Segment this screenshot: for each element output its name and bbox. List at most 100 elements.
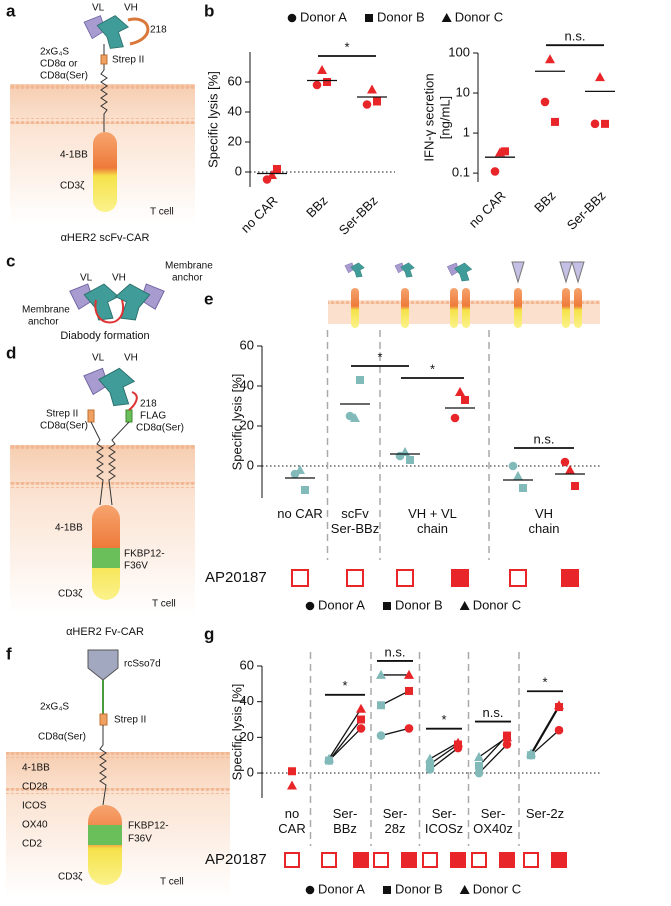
y-axis-title: IFN-γ secretion [421, 73, 436, 161]
icon [344, 262, 365, 278]
label: Membrane [22, 305, 70, 316]
label: CD8α(Ser) [38, 732, 86, 743]
point [362, 100, 372, 109]
legend-label: Donor A [318, 597, 365, 612]
bracket-label: * [542, 675, 547, 690]
y-axis-title: Specific lysis [%] [205, 71, 220, 168]
linker [90, 421, 130, 506]
point [595, 72, 605, 82]
label: F36V [128, 834, 152, 845]
label: VH [112, 273, 126, 284]
switch-domain [88, 825, 122, 845]
label: T cell [150, 207, 174, 218]
point [317, 65, 327, 74]
x-tick-label: no CAR [278, 806, 306, 836]
label: ICOS [22, 801, 47, 812]
y-tick-label: 100 [448, 44, 470, 59]
linker [99, 725, 107, 806]
panel-letters: a b c d e f g [6, 1, 214, 663]
loop [127, 17, 150, 46]
label: Strep II [46, 409, 78, 420]
x-tick-label: Ser-OX40z [473, 806, 513, 836]
y-tick-label: 1 [463, 125, 470, 140]
point [475, 761, 483, 770]
point [545, 54, 555, 64]
pair-line [530, 704, 560, 754]
legend-marker [382, 886, 391, 894]
point [356, 724, 366, 733]
y-tick-label: 10 [456, 84, 470, 99]
legend-marker [441, 13, 452, 22]
legend-label: Donor B [395, 597, 443, 612]
legend-marker [459, 601, 470, 610]
label: CD28 [22, 782, 48, 793]
point [324, 753, 334, 763]
pair-line [328, 727, 362, 761]
legend-marker [305, 601, 315, 611]
x-tick-label: VH + VL chain [408, 506, 457, 536]
point [554, 725, 564, 735]
x-tick-label: scFv Ser-BBz [330, 506, 380, 536]
point [357, 715, 365, 724]
point [455, 387, 465, 396]
point [323, 78, 331, 86]
point [501, 147, 509, 156]
treatment-box [321, 852, 337, 868]
y-tick-label: 60 [228, 73, 242, 88]
panel-letter: c [6, 251, 15, 270]
legend-label: Donor C [455, 9, 503, 24]
treatment-box [499, 852, 515, 868]
y-tick-label: 40 [228, 103, 242, 118]
label: VH [124, 3, 138, 14]
diagram-f: rcSso7d 2xG₄S Strep II CD8α(Ser) 4-1BB C… [6, 649, 230, 897]
label: T cell [160, 877, 184, 888]
binder [87, 649, 119, 681]
treatment-label: AP20187 [205, 569, 267, 586]
pair-line [429, 747, 459, 770]
treatment-box [422, 852, 438, 868]
caption: Diabody formation [60, 330, 149, 342]
treatment-box [450, 852, 466, 868]
signaling-domain [93, 132, 117, 212]
bracket-label: * [441, 712, 446, 727]
label: CD3ζ [60, 181, 85, 192]
pair-line [380, 690, 410, 706]
scfv [69, 283, 119, 321]
y-tick-label: 60 [240, 337, 254, 352]
lipid [10, 118, 195, 124]
point [571, 482, 579, 490]
point [474, 751, 484, 761]
point [519, 484, 527, 492]
label: VH [124, 353, 138, 364]
point [295, 465, 305, 474]
icon [514, 288, 522, 328]
x-tick-label: Ser-28z [382, 806, 408, 836]
label: 4-1BB [60, 150, 88, 161]
pair-line [429, 743, 459, 765]
strep-tag [87, 409, 95, 423]
label: CD8α(Ser) [40, 421, 88, 432]
x-tick-label: no CAR [277, 506, 323, 521]
point [425, 753, 435, 763]
pair-line [328, 708, 362, 760]
label: 4-1BB [22, 763, 50, 774]
y-tick-label: 20 [228, 133, 242, 148]
point [373, 97, 381, 106]
icon [562, 288, 570, 328]
legend-marker [305, 885, 315, 895]
bracket-label: n.s. [385, 644, 406, 659]
switch-domain [92, 548, 120, 568]
scfv [83, 15, 129, 49]
pair-line [380, 727, 410, 737]
bracket-label: n.s. [483, 705, 504, 720]
bracket-label: n.s. [534, 431, 555, 446]
label: CD3ζ [58, 589, 83, 600]
y-tick-label: 20 [240, 417, 254, 432]
lipid [6, 788, 230, 794]
point [495, 147, 505, 157]
point [601, 119, 609, 128]
strep-tag [99, 713, 108, 726]
pair-line [530, 729, 560, 756]
label: 2xG₄S [40, 47, 69, 58]
